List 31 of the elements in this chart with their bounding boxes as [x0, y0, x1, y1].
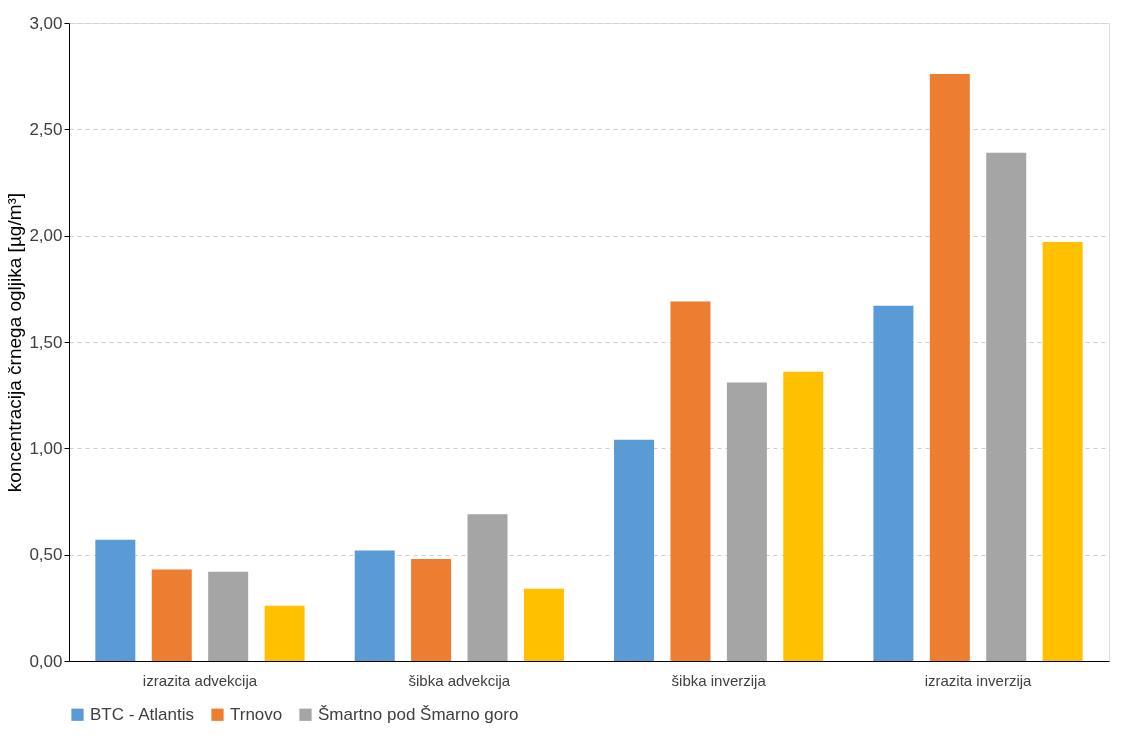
- legend-label: BTC - Atlantis: [90, 704, 194, 724]
- y-tick-label: 1,50: [29, 332, 63, 352]
- bar: [783, 371, 824, 661]
- x-tick-label: šibka inverzija: [671, 671, 767, 689]
- legend-label: Šmartno pod Šmarno goro: [318, 704, 519, 724]
- y-tick-label: 1,00: [29, 438, 63, 458]
- y-tick-label: 3,00: [29, 13, 63, 33]
- bar: [95, 539, 136, 661]
- y-tick-label: 0,50: [29, 545, 63, 565]
- bar: [670, 301, 711, 661]
- bar: [873, 305, 914, 661]
- bar: [726, 382, 767, 661]
- bar: [467, 514, 508, 661]
- bar: [523, 588, 564, 661]
- y-tick-label: 2,50: [29, 119, 63, 139]
- x-tick-label: šibka advekcija: [408, 671, 511, 689]
- bar: [264, 605, 305, 661]
- bar: [614, 439, 655, 661]
- bar: [151, 569, 192, 661]
- legend-label: Trnovo: [230, 704, 283, 724]
- x-tick-label: izrazita advekcija: [142, 671, 258, 689]
- x-tick-label: izrazita inverzija: [924, 671, 1033, 689]
- bar: [986, 152, 1027, 661]
- bar: [411, 558, 452, 661]
- y-tick-label: 0,00: [29, 651, 63, 671]
- bar: [354, 550, 395, 661]
- bar: [929, 74, 970, 661]
- bar: [208, 571, 249, 661]
- bar: [1042, 242, 1083, 661]
- y-tick-label: 2,00: [29, 226, 63, 246]
- y-axis-title: koncentracija črnega ogljika [µg/m³]: [4, 192, 26, 493]
